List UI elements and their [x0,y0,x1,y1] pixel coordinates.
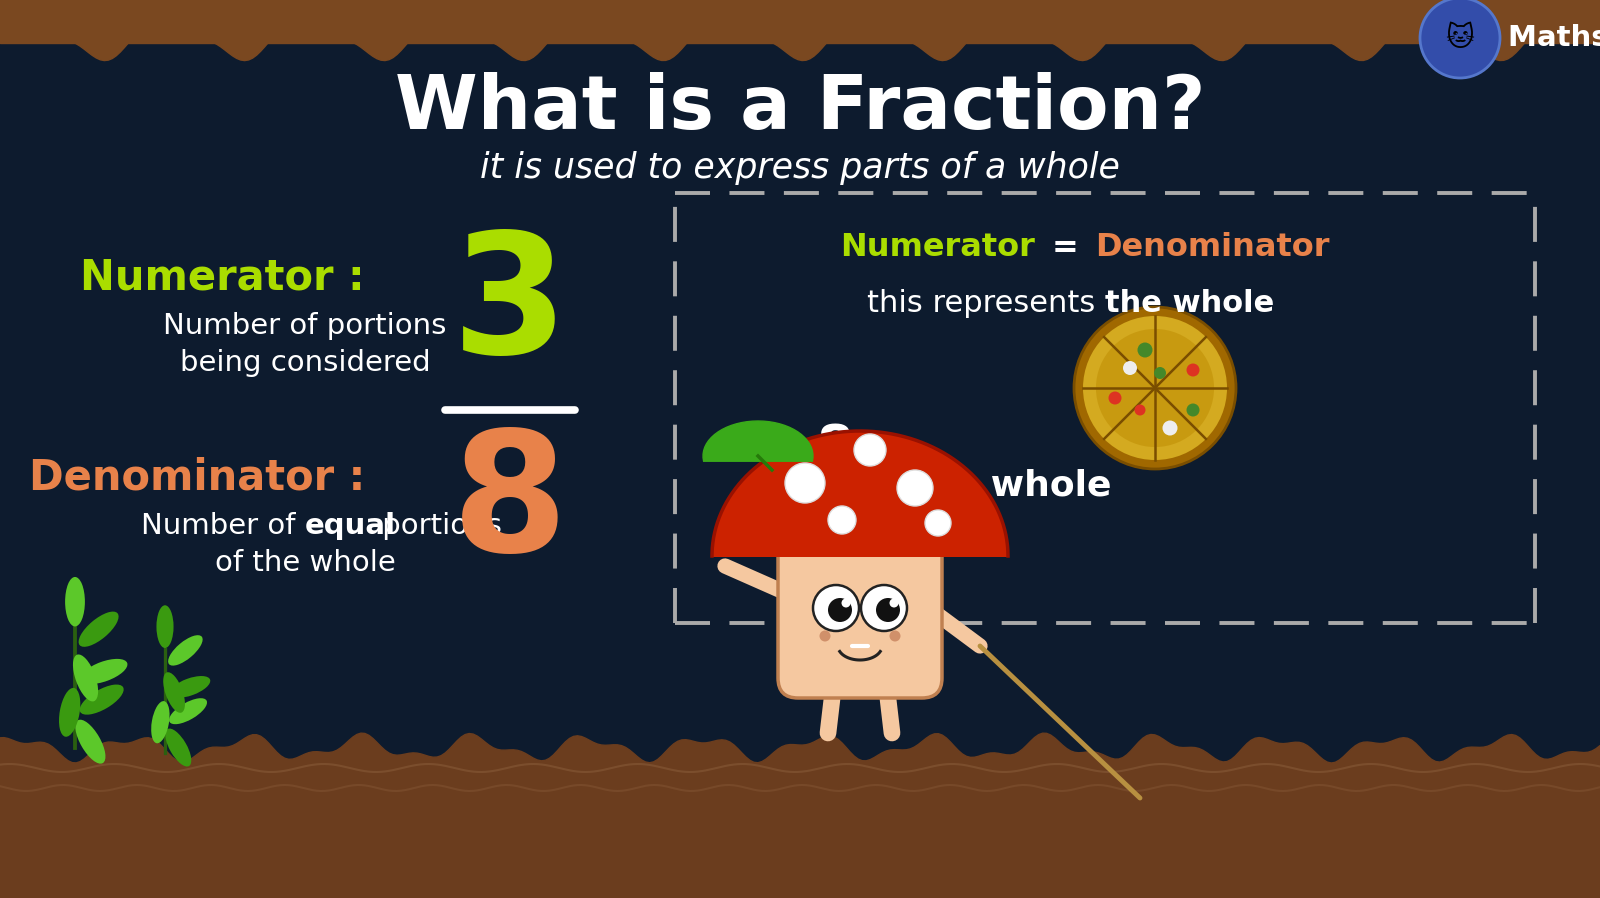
Text: Number of: Number of [141,512,306,540]
Circle shape [1138,342,1152,357]
Text: Denominator: Denominator [1094,233,1330,263]
Polygon shape [712,431,1008,556]
Ellipse shape [74,655,98,701]
Circle shape [861,585,907,631]
Ellipse shape [66,577,85,627]
Circle shape [890,598,899,608]
Text: portions: portions [373,512,502,540]
Text: the whole: the whole [1106,288,1274,318]
Circle shape [1083,316,1227,460]
Circle shape [925,510,950,536]
Text: equal: equal [306,512,397,540]
Ellipse shape [59,688,80,736]
Circle shape [1123,361,1138,375]
Circle shape [854,434,886,466]
Circle shape [829,506,856,534]
Circle shape [829,598,851,622]
Ellipse shape [165,728,192,767]
Text: 🐱: 🐱 [1445,24,1475,52]
Circle shape [1187,364,1200,376]
Ellipse shape [168,635,203,665]
Ellipse shape [75,719,106,763]
FancyBboxPatch shape [778,528,942,698]
Text: being considered: being considered [179,349,430,377]
Circle shape [842,598,851,608]
Text: 8: 8 [816,422,853,474]
Text: Numerator: Numerator [840,233,1035,263]
Circle shape [1187,403,1200,417]
Text: 8: 8 [451,425,568,587]
Circle shape [1096,329,1214,447]
Circle shape [877,598,899,622]
Circle shape [1163,420,1178,436]
Circle shape [819,630,830,641]
Circle shape [1154,367,1166,379]
Circle shape [898,470,933,506]
Circle shape [890,630,901,641]
Ellipse shape [157,605,173,648]
Circle shape [813,585,859,631]
Circle shape [1134,404,1146,416]
Circle shape [1421,0,1501,78]
Ellipse shape [78,612,118,647]
Text: Maths Angel: Maths Angel [1507,24,1600,52]
Text: 3: 3 [451,226,568,390]
Ellipse shape [80,659,128,684]
Text: =: = [1053,233,1078,263]
Text: 8: 8 [816,497,853,549]
Text: of the whole: of the whole [214,549,395,577]
Text: Denominator :: Denominator : [29,457,365,499]
Ellipse shape [163,673,186,713]
Circle shape [786,463,826,503]
Circle shape [1074,307,1235,469]
Circle shape [1109,392,1122,404]
Polygon shape [702,421,813,462]
Ellipse shape [170,676,210,698]
Ellipse shape [170,699,206,724]
Text: it is used to express parts of a whole: it is used to express parts of a whole [480,151,1120,185]
Ellipse shape [150,701,170,744]
Text: = 1 whole: = 1 whole [910,469,1112,503]
Text: Number of portions: Number of portions [163,312,446,340]
Ellipse shape [80,684,123,715]
Text: What is a Fraction?: What is a Fraction? [395,72,1205,145]
Text: Numerator :: Numerator : [80,257,365,299]
Text: this represents: this represents [867,288,1106,318]
